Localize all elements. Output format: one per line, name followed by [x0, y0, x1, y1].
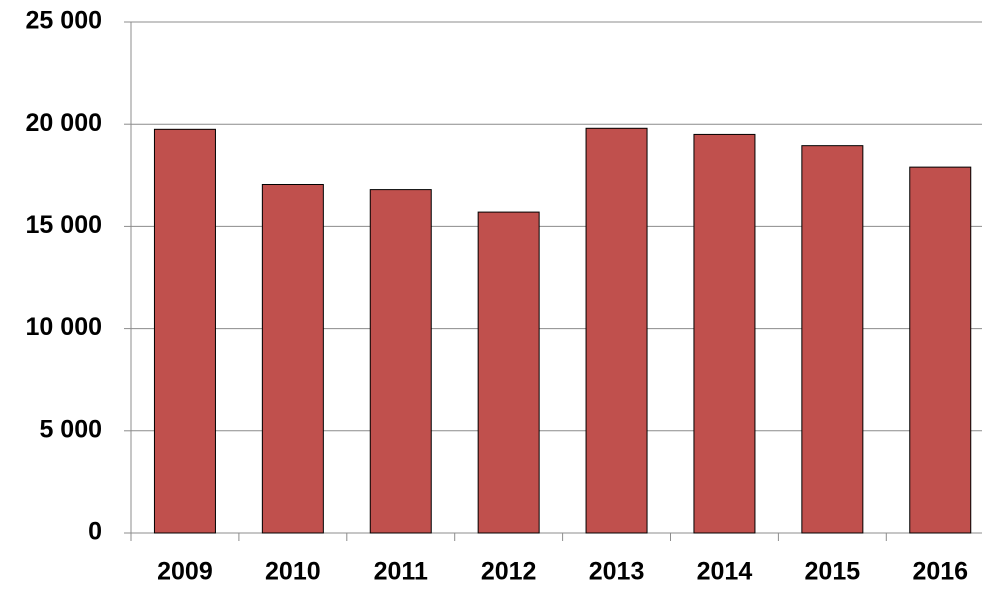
x-tick-label: 2016	[912, 558, 968, 586]
bar	[369, 189, 432, 534]
bar	[693, 133, 756, 534]
x-tick-label: 2015	[805, 558, 861, 586]
bar	[477, 211, 540, 534]
x-tick-label: 2012	[481, 558, 537, 586]
x-tick-label: 2013	[589, 558, 645, 586]
bar	[153, 128, 216, 534]
bar	[261, 183, 324, 534]
x-tick-label: 2011	[374, 558, 428, 586]
y-tick-label: 0	[88, 518, 102, 546]
y-tick-label: 15 000	[26, 211, 102, 239]
x-tick-label: 2009	[157, 558, 213, 586]
bar	[909, 166, 972, 534]
x-tick-label: 2014	[697, 558, 753, 586]
x-tick-label: 2010	[265, 558, 321, 586]
y-tick-label: 25 000	[26, 7, 102, 35]
y-tick-label: 10 000	[26, 313, 102, 341]
bar	[585, 127, 648, 534]
bar	[801, 145, 864, 534]
y-tick-label: 20 000	[26, 109, 102, 137]
y-tick-label: 5 000	[39, 415, 102, 443]
